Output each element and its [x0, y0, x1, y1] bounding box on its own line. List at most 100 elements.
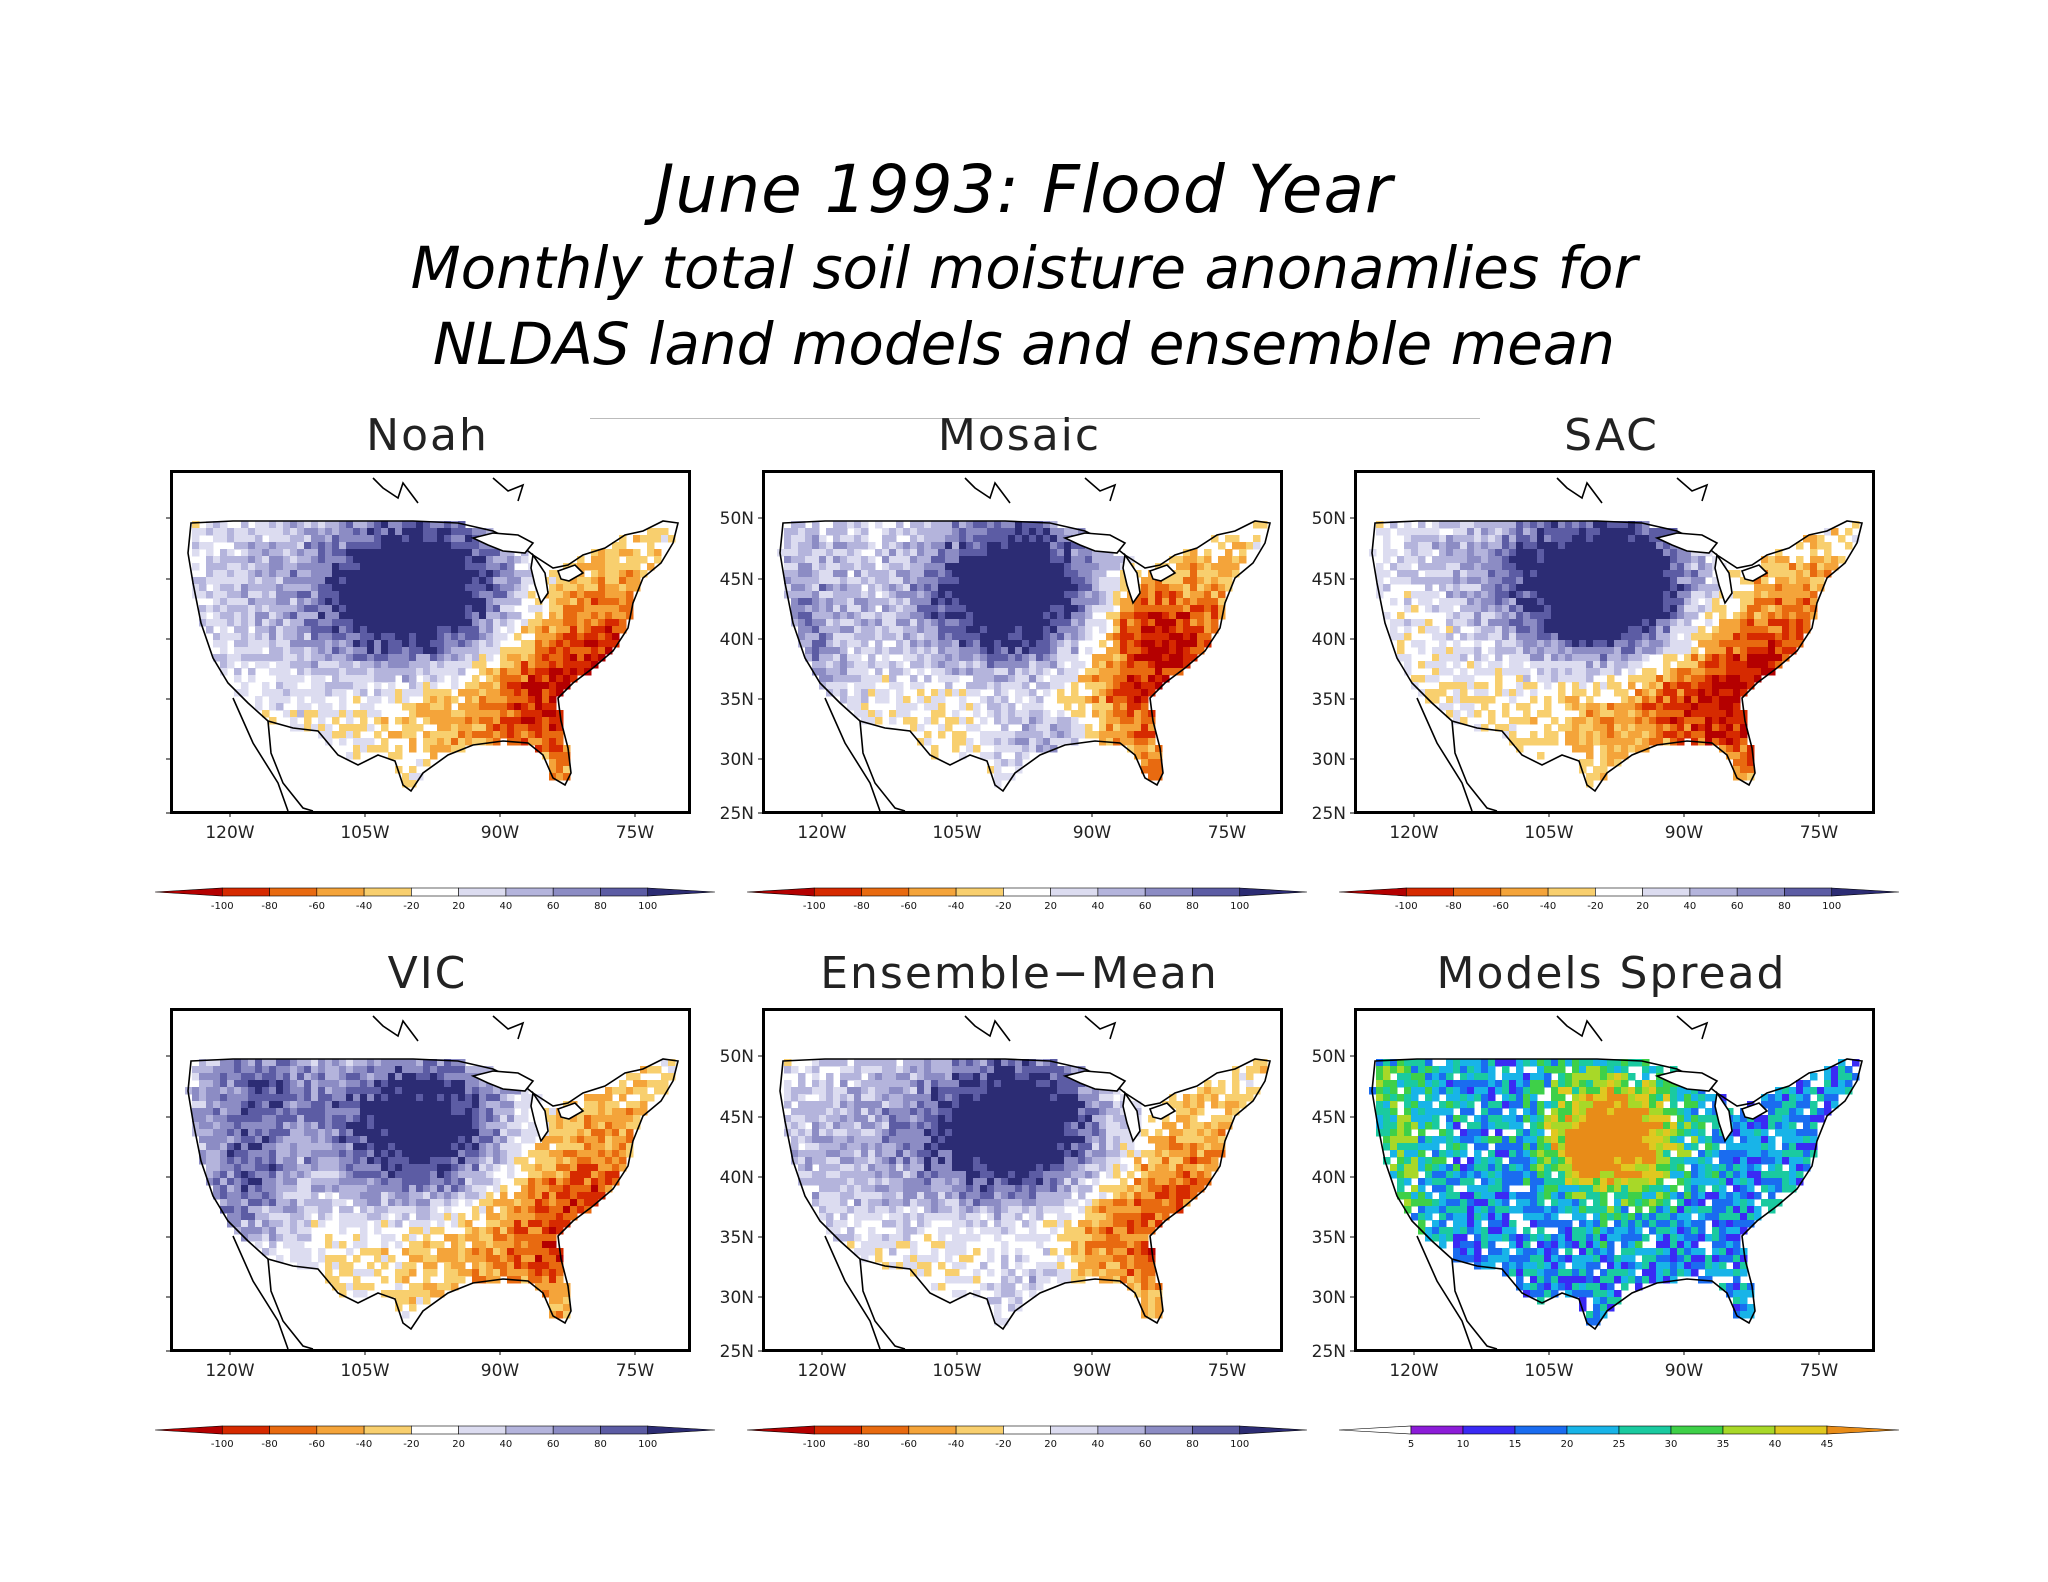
map-cell	[812, 661, 820, 669]
map-cell	[325, 668, 333, 676]
map-cell	[479, 710, 487, 718]
map-cell	[346, 626, 354, 634]
map-cell	[1544, 570, 1552, 578]
map-cell	[374, 626, 382, 634]
map-cell	[1698, 640, 1706, 648]
lon-tick-label: 90W	[1073, 823, 1112, 843]
map-cell	[1726, 619, 1734, 627]
map-cell	[1232, 563, 1240, 571]
map-cell	[451, 612, 459, 620]
map-cell	[1113, 598, 1121, 606]
map-cell	[346, 528, 354, 536]
map-cell	[430, 1066, 438, 1074]
map-cell	[458, 556, 466, 564]
map-cell	[430, 640, 438, 648]
map-cell	[458, 605, 466, 613]
map-cell	[1446, 682, 1454, 690]
map-cell	[563, 598, 571, 606]
colorbar-label: -80	[1445, 901, 1461, 912]
map-cell	[1029, 689, 1037, 697]
map-cell	[966, 528, 974, 536]
map-cell	[500, 591, 508, 599]
map-cell	[994, 556, 1002, 564]
map-cell	[1071, 738, 1079, 746]
map-cell	[1085, 675, 1093, 683]
map-cell	[1684, 633, 1692, 641]
map-cell	[1656, 738, 1664, 746]
map-cell	[276, 542, 284, 550]
map-cell	[353, 577, 361, 585]
map-cell	[430, 682, 438, 690]
map-cell	[1586, 640, 1594, 648]
map-cell	[1190, 584, 1198, 592]
map-cell	[1740, 731, 1748, 739]
map-cell	[493, 619, 501, 627]
map-cell	[199, 619, 207, 627]
map-cell	[938, 563, 946, 571]
map-cell	[1155, 668, 1163, 676]
map-cell	[1211, 619, 1219, 627]
map-cell	[262, 542, 270, 550]
map-cell	[931, 528, 939, 536]
map-cell	[325, 556, 333, 564]
map-cell	[451, 1073, 459, 1081]
map-cell	[1607, 584, 1615, 592]
map-cell	[882, 570, 890, 578]
map-cell	[255, 647, 263, 655]
map-cell	[311, 598, 319, 606]
map-cell	[1001, 703, 1009, 711]
map-cell	[805, 542, 813, 550]
map-cell	[1600, 556, 1608, 564]
map-cell	[423, 689, 431, 697]
map-cell	[791, 612, 799, 620]
map-cell	[1376, 563, 1384, 571]
map-cell	[1127, 598, 1135, 606]
map-cell	[353, 570, 361, 578]
map-cell	[521, 668, 529, 676]
map-cell	[1565, 703, 1573, 711]
map-cell	[945, 626, 953, 634]
map-cell	[1628, 591, 1636, 599]
map-cell	[493, 717, 501, 725]
map-cell	[1614, 759, 1622, 767]
map-cell	[255, 661, 263, 669]
map-cell	[987, 626, 995, 634]
map-cell	[227, 1059, 235, 1067]
map-cell	[1642, 682, 1650, 690]
map-cell	[1544, 696, 1552, 704]
title-line-3: NLDAS land models and ensemble mean	[432, 310, 1616, 378]
map-cell	[1565, 605, 1573, 613]
map-cell	[360, 598, 368, 606]
map-cell	[416, 619, 424, 627]
map-cell	[882, 696, 890, 704]
map-cell	[959, 640, 967, 648]
map-cell	[812, 591, 820, 599]
map-cell	[416, 668, 424, 676]
map-cell	[402, 703, 410, 711]
map-cell	[241, 542, 249, 550]
map-cell	[500, 724, 508, 732]
map-cell	[1071, 570, 1079, 578]
map-cell	[798, 577, 806, 585]
map-cell	[570, 577, 578, 585]
map-cell	[234, 563, 242, 571]
map-cell	[931, 619, 939, 627]
colorbar-swatch	[1736, 887, 1785, 897]
map-cell	[360, 675, 368, 683]
map-cell	[458, 521, 466, 529]
map-cell	[1600, 668, 1608, 676]
colorbar-swatch	[647, 887, 716, 897]
map-cell	[1551, 633, 1559, 641]
map-cell	[1684, 696, 1692, 704]
map-cell	[1810, 598, 1818, 606]
map-cell	[847, 542, 855, 550]
map-cell	[973, 591, 981, 599]
map-cell	[1411, 570, 1419, 578]
map-cell	[479, 556, 487, 564]
map-cell	[1113, 724, 1121, 732]
map-cell	[1775, 654, 1783, 662]
map-cell	[896, 626, 904, 634]
map-cell	[833, 528, 841, 536]
map-cell	[784, 570, 792, 578]
